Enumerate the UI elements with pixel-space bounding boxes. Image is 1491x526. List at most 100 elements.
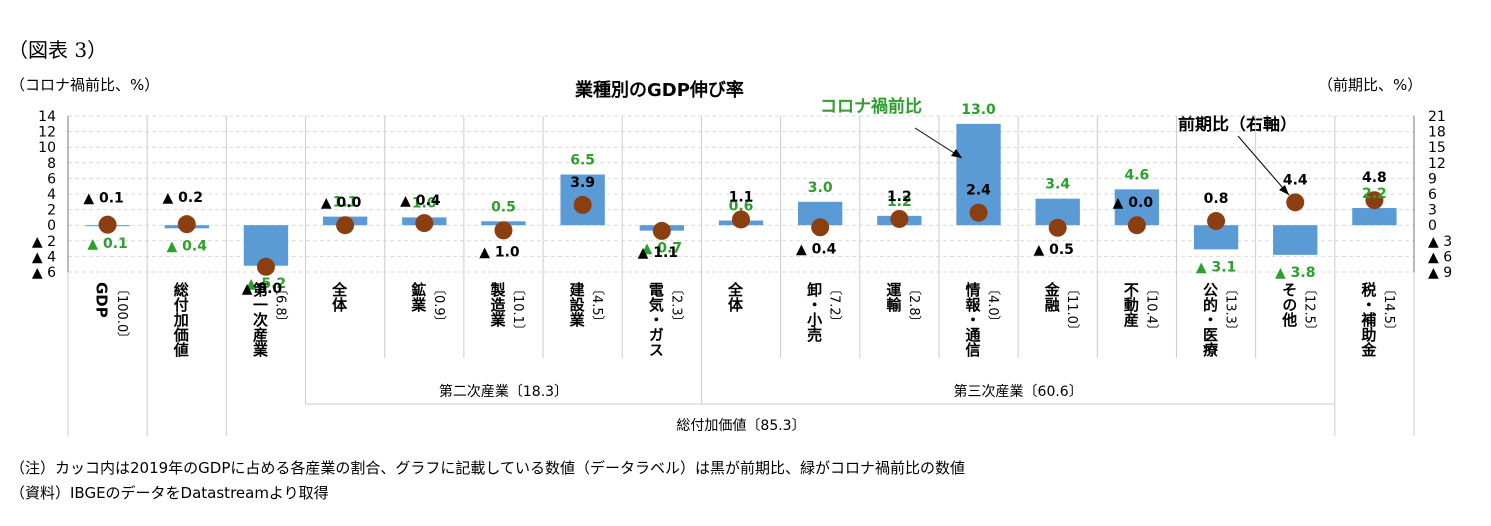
pre-covid-data-label: 2.2 — [1362, 186, 1387, 202]
qoq-data-label: 1.1 — [729, 189, 754, 205]
category-name-label: 金融 — [1043, 281, 1061, 313]
category-name-label: 全体 — [330, 281, 348, 313]
note-text: （注）カッコ内は2019年のGDPに占める各産業の割合、グラフに記載している数値… — [10, 459, 965, 477]
category-name-label: 不動産 — [1122, 282, 1140, 328]
group-label: 第二次産業〔18.3〕 — [439, 383, 568, 400]
qoq-data-label: ▲ 0.4 — [400, 193, 441, 209]
pre-covid-data-label: ▲ 3.8 — [1275, 265, 1315, 281]
legend-arrowhead — [951, 149, 962, 158]
category-share-label: 〔10.4〕 — [1143, 282, 1159, 337]
qoq-data-label: ▲ 0.1 — [83, 191, 123, 207]
qoq-dot — [652, 221, 671, 240]
right-tick-label: 6 — [1428, 187, 1437, 203]
category-share-label: 〔12.5〕 — [1302, 282, 1318, 337]
category-name-label: 総付加価値 — [172, 281, 190, 358]
category-name-label: 製造業 — [488, 281, 506, 328]
qoq-data-label: ▲ 1.0 — [479, 244, 520, 260]
category-share-label: 〔0.9〕 — [431, 282, 447, 329]
category-share-label: 〔7.2〕 — [827, 282, 843, 329]
pre-covid-data-label: ▲ 0.1 — [87, 236, 127, 252]
pre-covid-data-label: ▲ 0.4 — [167, 238, 208, 254]
legend-arrowhead — [1279, 185, 1289, 195]
right-tick-label: 21 — [1428, 109, 1446, 125]
group-label: 総付加価値〔85.3〕 — [676, 418, 805, 434]
left-tick-label: 6 — [47, 171, 56, 187]
left-tick-label: 8 — [47, 156, 56, 172]
category-name-label: 電気・ガス — [647, 282, 665, 357]
pre-covid-data-label: 3.4 — [1045, 177, 1070, 193]
qoq-data-label: ▲ 0.0 — [1113, 195, 1154, 211]
qoq-dot — [1286, 193, 1305, 212]
left-tick-label: 0 — [47, 218, 56, 234]
qoq-dot — [1048, 218, 1067, 237]
right-axis-unit: （前期比、%） — [1318, 76, 1423, 94]
category-name-label: 情報・通信 — [964, 281, 982, 358]
left-tick-label: ▲ 4 — [32, 249, 56, 265]
qoq-dot — [415, 214, 434, 233]
category-share-label: 〔14.5〕 — [1381, 282, 1397, 337]
right-tick-label: 0 — [1428, 218, 1437, 234]
qoq-dot — [336, 216, 355, 235]
qoq-data-label: ▲ 0.4 — [796, 241, 837, 257]
category-name-label: 全体 — [726, 281, 744, 313]
qoq-dot — [732, 210, 750, 229]
category-name-label: 鉱業 — [409, 281, 427, 313]
pre-covid-data-label: 1.0 — [412, 195, 437, 211]
category-share-label: 〔2.8〕 — [906, 282, 922, 329]
legend-pre-covid: コロナ禍前比 — [820, 97, 922, 117]
qoq-data-label: 2.4 — [966, 183, 991, 199]
left-tick-label: ▲ 2 — [32, 234, 56, 250]
qoq-dot — [969, 203, 988, 222]
category-share-label: 〔6.8〕 — [272, 282, 288, 329]
legend-leader-line — [1237, 135, 1290, 196]
pre-covid-data-label: 1.1 — [333, 195, 358, 211]
left-tick-label: 10 — [38, 140, 56, 156]
qoq-dot — [1365, 191, 1384, 210]
category-share-label: 〔4.0〕 — [985, 282, 1001, 329]
pre-covid-data-label: ▲ 0.7 — [642, 241, 682, 257]
qoq-dot — [573, 195, 592, 214]
pre-covid-data-label: 4.6 — [1124, 167, 1149, 183]
category-share-label: 〔11.0〕 — [1064, 282, 1080, 337]
category-name-label: その他 — [1280, 282, 1298, 328]
right-tick-label: 18 — [1428, 125, 1446, 141]
qoq-data-label: 4.8 — [1362, 170, 1387, 186]
right-tick-label: ▲ 9 — [1428, 265, 1452, 281]
qoq-data-label: 3.9 — [570, 175, 595, 191]
pre-covid-data-label: 6.5 — [570, 153, 595, 169]
pre-covid-data-label: 3.0 — [808, 180, 833, 196]
qoq-data-label: 1.2 — [887, 189, 912, 205]
left-tick-label: 12 — [38, 125, 56, 141]
qoq-dot — [256, 257, 275, 276]
qoq-data-label: ▲ 0.0 — [321, 195, 362, 211]
right-tick-label: 3 — [1428, 203, 1437, 219]
bar — [798, 201, 843, 226]
qoq-dot — [494, 221, 513, 240]
category-name-label: 税・補助金 — [1359, 281, 1377, 357]
chart-title: 業種別のGDP伸び率 — [575, 80, 744, 101]
qoq-dot — [890, 209, 909, 228]
right-tick-label: 15 — [1428, 140, 1446, 156]
qoq-data-label: ▲ 0.5 — [1033, 242, 1073, 258]
category-share-label: 〔4.5〕 — [589, 282, 605, 329]
left-tick-label: ▲ 6 — [32, 265, 56, 281]
category-name-label: 第一次産業 — [251, 281, 269, 358]
pre-covid-data-label: 1.2 — [887, 194, 912, 210]
left-axis-unit: （コロナ禍前比、%） — [10, 76, 160, 94]
qoq-dot — [177, 215, 196, 234]
qoq-dot — [1127, 216, 1146, 235]
left-tick-label: 4 — [47, 187, 56, 203]
qoq-data-label: 4.4 — [1283, 172, 1308, 188]
left-tick-label: 14 — [38, 109, 56, 125]
pre-covid-data-label: 0.6 — [729, 199, 754, 215]
figure-label: （図表 3） — [8, 38, 108, 62]
category-name-label: 公的・医療 — [1201, 282, 1219, 358]
qoq-data-label: ▲ 1.1 — [638, 245, 678, 261]
right-tick-label: 12 — [1428, 156, 1446, 172]
right-tick-label: ▲ 6 — [1428, 249, 1452, 265]
category-name-label: 卸・小売 — [805, 281, 823, 343]
group-label: 第三次産業〔60.6〕 — [954, 383, 1083, 400]
right-tick-label: 9 — [1428, 171, 1437, 187]
qoq-dot — [811, 218, 830, 237]
